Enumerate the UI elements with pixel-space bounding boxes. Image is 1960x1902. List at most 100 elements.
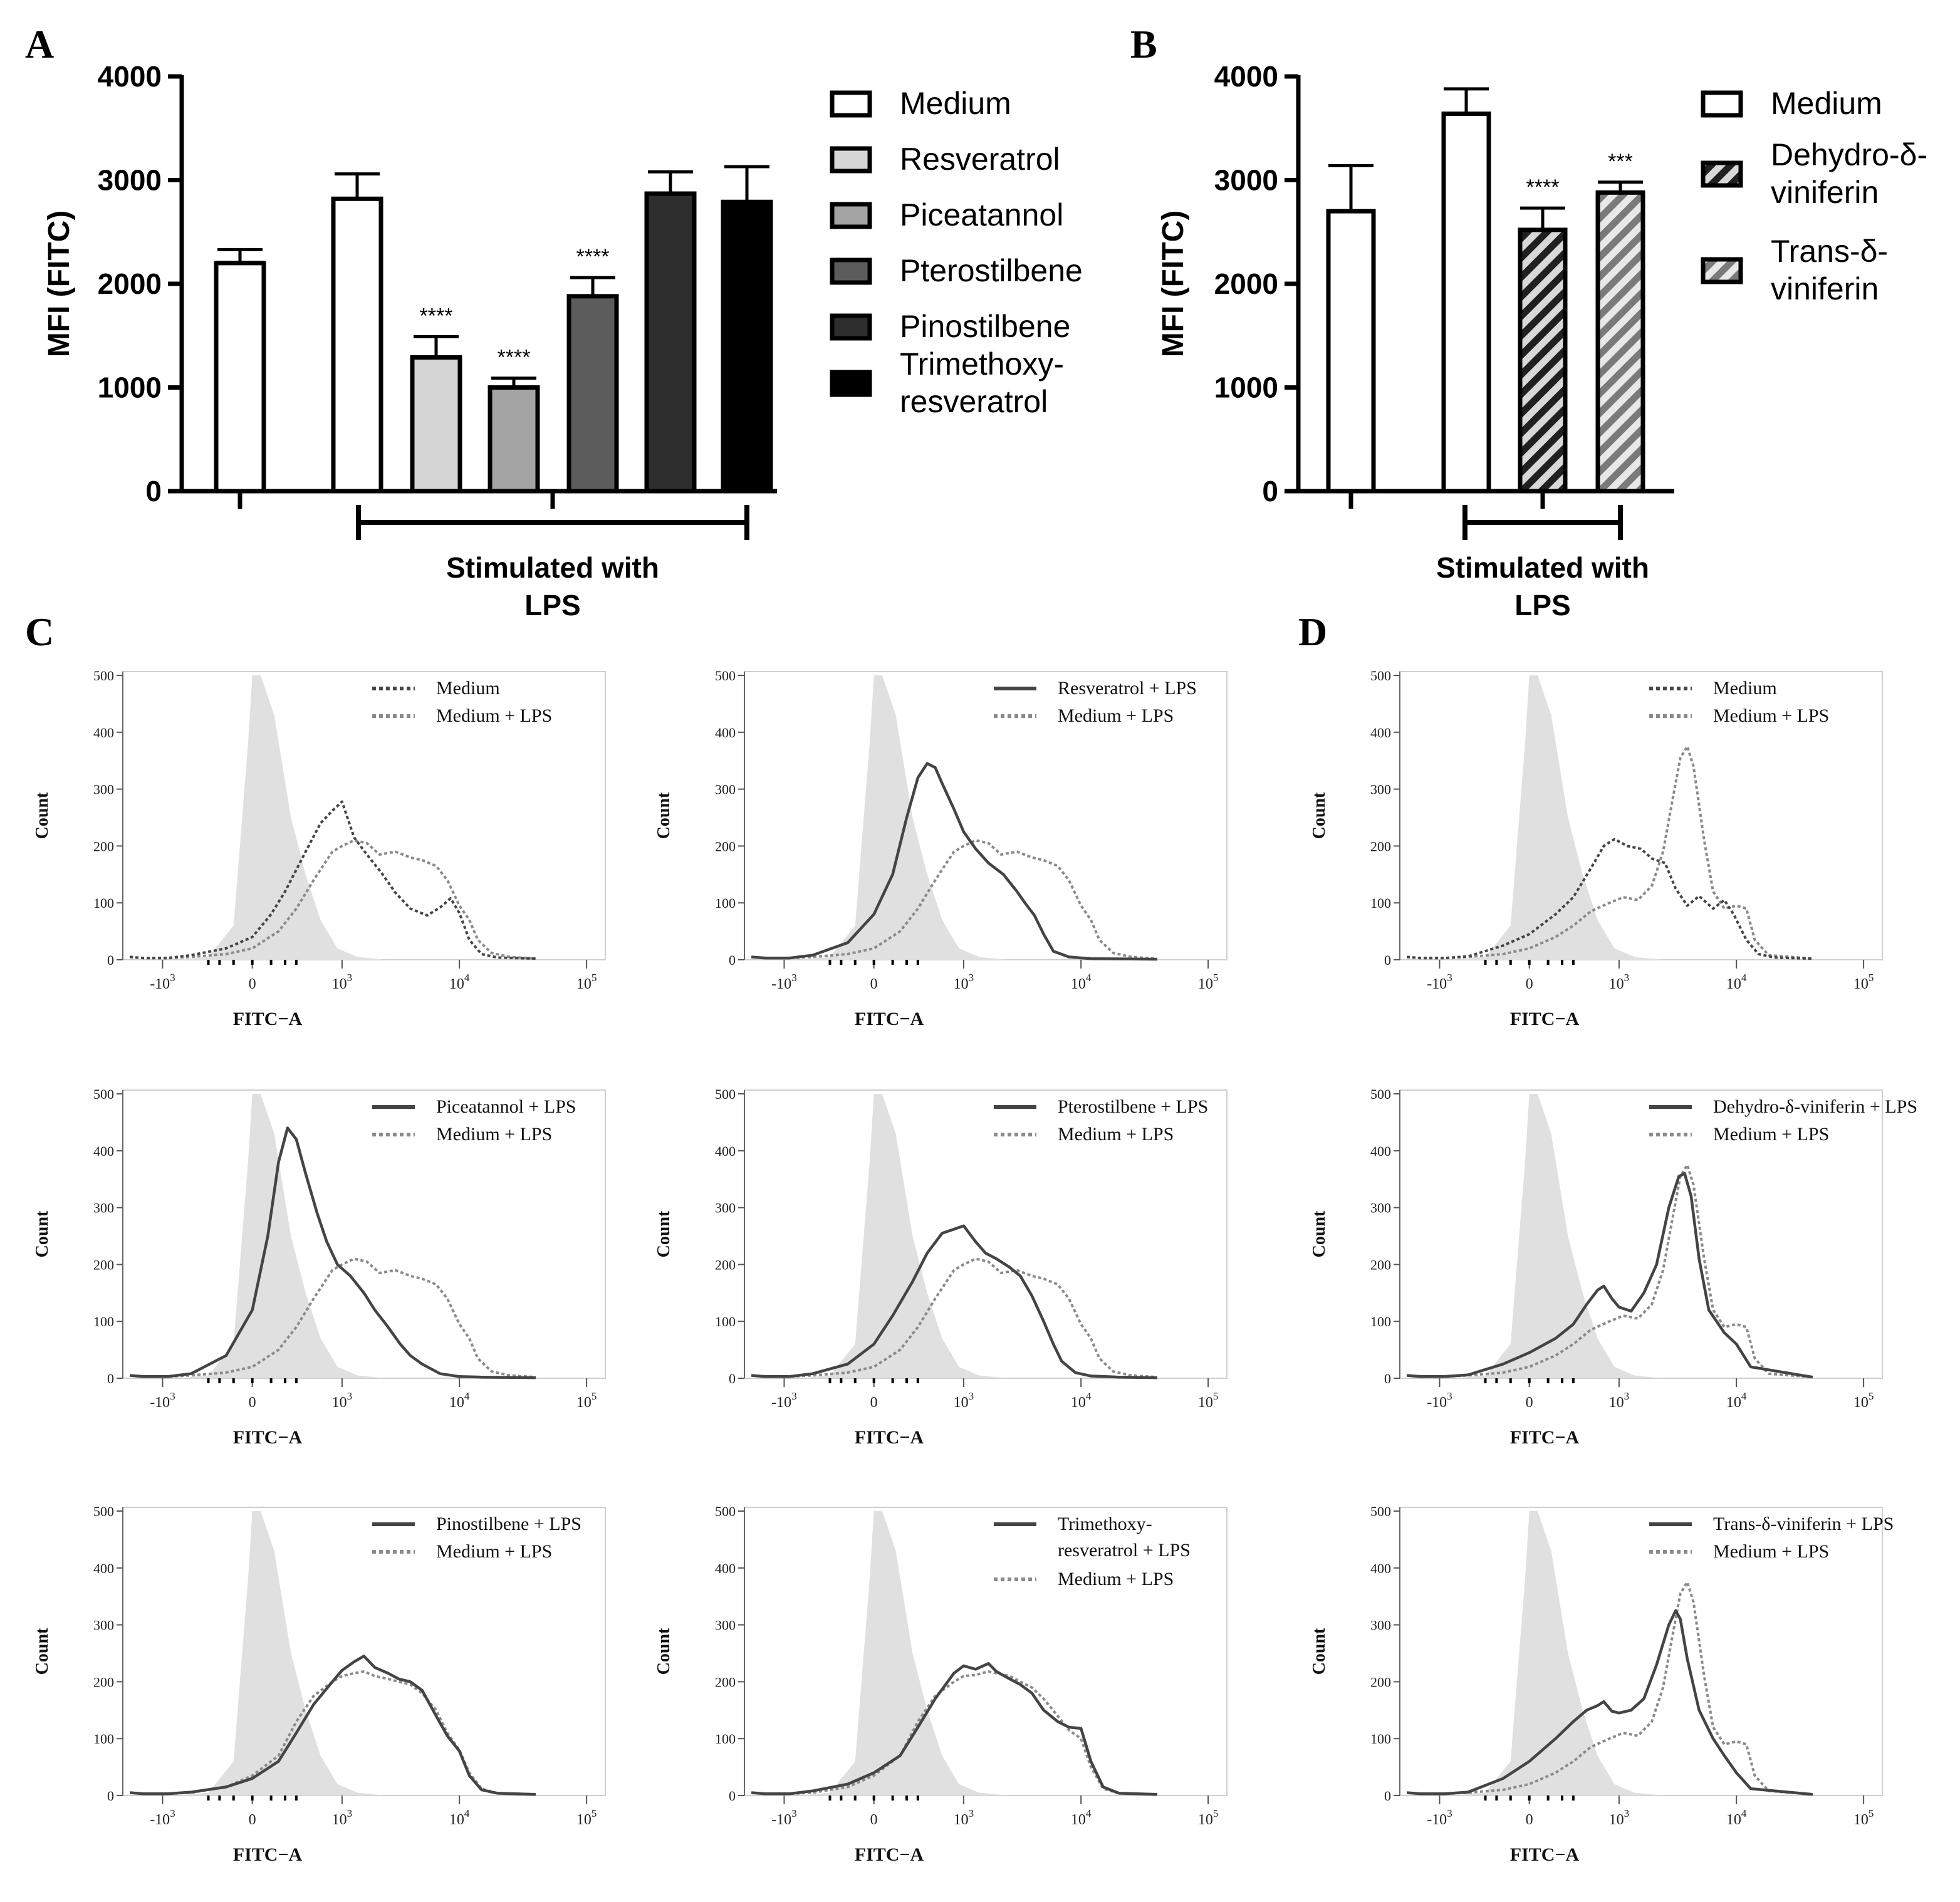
y-tick-label: 200 — [1370, 1674, 1391, 1690]
bar-pterostilbene-lps — [566, 294, 619, 494]
legend-label-medium-lps: Medium + LPS — [1058, 705, 1174, 726]
significance-marker: **** — [576, 245, 610, 269]
y-tick-label: 100 — [93, 1314, 114, 1329]
significance-marker: **** — [498, 346, 531, 370]
x-tick-label: 0 — [1526, 1812, 1533, 1828]
y-tick-label: 300 — [93, 1200, 114, 1216]
y-tick-label: 1000 — [1214, 372, 1278, 404]
x-tick-label: 103 — [332, 1390, 353, 1411]
y-tick-label: 400 — [715, 1143, 736, 1159]
legend-label-trans-viniferin: Trans-δ- — [1771, 234, 1888, 269]
y-tick-label: 300 — [93, 1618, 114, 1633]
y-tick-label: 2000 — [1214, 268, 1278, 300]
y-tick-label: 300 — [1370, 1200, 1391, 1216]
x-axis-label: FITC−A — [1510, 1844, 1580, 1865]
panel-letter-a: A — [25, 22, 54, 66]
legend-label-trimethoxy-resveratrol-lps: resveratrol + LPS — [1058, 1540, 1191, 1561]
significance-marker: **** — [420, 304, 453, 328]
legend-label-resveratrol-lps: Resveratrol + LPS — [1058, 678, 1197, 699]
unstained-histogram — [1407, 675, 1664, 960]
y-tick-label: 400 — [1370, 1561, 1391, 1576]
legend-label-medium-lps: Medium + LPS — [436, 705, 552, 726]
bar-medium — [1326, 209, 1376, 494]
series-pterostilbene-lps — [751, 1224, 1157, 1380]
x-tick-label: 0 — [249, 976, 256, 992]
y-tick-label: 500 — [93, 1504, 114, 1519]
series-medium-lps — [1406, 745, 1813, 960]
y-axis-label: Count — [33, 1628, 52, 1675]
x-axis-label: FITC−A — [233, 1009, 303, 1029]
y-tick-label: 0 — [145, 475, 162, 507]
legend-label-trans-viniferin-lps: Trans-δ-viniferin + LPS — [1713, 1514, 1894, 1534]
series-medium — [129, 800, 536, 960]
legend-label-medium: Medium — [900, 86, 1011, 121]
series-medium-lps — [129, 1257, 536, 1379]
series-medium-lps — [751, 1257, 1158, 1379]
legend-label-medium-lps: Medium + LPS — [436, 1541, 552, 1562]
y-tick-label: 4000 — [1214, 60, 1278, 93]
y-tick-label: 200 — [715, 838, 736, 854]
histogram-panel-3: 0 100 200 300 400 500 Count -103 0 103 104 105 FITC−… — [1310, 668, 1883, 1029]
series-medium-lps — [129, 1670, 536, 1796]
x-tick-label: 0 — [870, 1395, 878, 1411]
x-tick-label: 103 — [1609, 1390, 1630, 1411]
bar-dehydro-viniferin-lps — [1518, 227, 1568, 494]
series-resveratrol-lps — [751, 762, 1157, 961]
y-tick-label: 100 — [93, 895, 114, 911]
legend-swatch-piceatannol — [830, 202, 872, 229]
x-tick-label: 104 — [449, 972, 470, 992]
y-tick-label: 500 — [715, 1504, 736, 1519]
x-tick-label: 103 — [1609, 972, 1630, 992]
y-tick-label: 500 — [93, 668, 114, 683]
y-tick-label: 100 — [715, 1314, 736, 1329]
x-tick-label: -103 — [771, 972, 797, 992]
x-tick-label: -103 — [1427, 1390, 1452, 1411]
unstained-histogram — [130, 1094, 387, 1378]
legend-label-medium-lps: Medium + LPS — [1713, 1541, 1829, 1562]
y-axis-label: Count — [654, 1628, 674, 1675]
series-medium-lps — [1406, 1581, 1813, 1796]
y-tick-label: 0 — [729, 1788, 736, 1804]
legend-label-pinostilbene-lps: Pinostilbene + LPS — [436, 1514, 581, 1534]
x-tick-label: 103 — [1609, 1807, 1630, 1828]
unstained-histogram — [1407, 1094, 1664, 1378]
x-tick-label: 104 — [1726, 972, 1747, 992]
legend-label-pterostilbene-lps: Pterostilbene + LPS — [1058, 1096, 1208, 1117]
legend-label-medium-lps: Medium + LPS — [1713, 1124, 1829, 1145]
x-tick-label: 104 — [1726, 1807, 1747, 1828]
x-tick-label: 104 — [449, 1390, 470, 1411]
y-axis-label: MFI (FITC) — [1157, 210, 1190, 358]
series-trimethoxy-resveratrol-lps — [751, 1662, 1157, 1796]
y-axis-label: Count — [654, 792, 674, 839]
unstained-histogram — [751, 1094, 1008, 1378]
panel-letter-d: D — [1298, 610, 1327, 654]
x-axis-label: FITC−A — [855, 1009, 924, 1029]
y-tick-label: 0 — [729, 1371, 736, 1386]
legend-label-trimethoxy-resveratrol: resveratrol — [900, 384, 1048, 419]
x-tick-label: 105 — [576, 1390, 597, 1411]
legend-label-medium: Medium — [1713, 678, 1777, 699]
y-tick-label: 100 — [1370, 895, 1391, 911]
x-axis-label: FITC−A — [233, 1427, 303, 1448]
x-tick-label: 105 — [1198, 972, 1219, 992]
legend-label-trimethoxy-resveratrol: Trimethoxy- — [900, 346, 1064, 382]
significance-marker: *** — [1608, 150, 1633, 174]
y-axis-label: MFI (FITC) — [43, 210, 76, 358]
y-tick-label: 300 — [1370, 782, 1391, 798]
bar-piceatannol-lps — [487, 385, 540, 494]
y-tick-label: 300 — [715, 1618, 736, 1633]
y-tick-label: 300 — [1370, 1618, 1391, 1633]
y-axis-label: Count — [33, 1210, 52, 1257]
x-tick-label: 105 — [1198, 1390, 1219, 1411]
y-tick-label: 2000 — [98, 268, 162, 300]
histogram-panel-9: 0 100 200 300 400 500 Count -103 0 103 104 105 FITC−… — [1310, 1504, 1894, 1865]
x-tick-label: -103 — [771, 1807, 797, 1828]
y-tick-label: 200 — [93, 838, 114, 854]
x-tick-label: -103 — [150, 972, 175, 992]
y-tick-label: 100 — [93, 1731, 114, 1747]
legend-label-medium-lps: Medium + LPS — [1058, 1569, 1174, 1589]
y-tick-label: 100 — [1370, 1731, 1391, 1747]
x-tick-label: 103 — [954, 1390, 974, 1411]
histogram-grid: 0 100 200 300 400 500 Count -103 0 103 104 105 FITC−… — [33, 668, 1917, 1865]
x-tick-label: -103 — [1427, 972, 1452, 992]
